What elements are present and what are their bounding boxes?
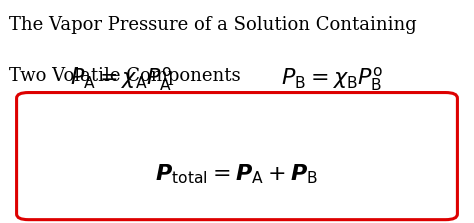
- Text: $P_{\mathrm{A}} = \chi_{\mathrm{A}} P^{\mathrm{o}}_{\mathrm{A}}$: $P_{\mathrm{A}} = \chi_{\mathrm{A}} P^{\…: [70, 65, 172, 93]
- Text: $P_{\mathrm{B}} = \chi_{\mathrm{B}} P^{\mathrm{o}}_{\mathrm{B}}$: $P_{\mathrm{B}} = \chi_{\mathrm{B}} P^{\…: [281, 65, 383, 93]
- Text: Two Volatile Components: Two Volatile Components: [9, 67, 241, 85]
- FancyBboxPatch shape: [17, 93, 457, 220]
- Text: $\mathbfit{P}_{\mathrm{total}} = \mathbfit{P}_{\mathrm{A}} + \mathbfit{P}_{\math: $\mathbfit{P}_{\mathrm{total}} = \mathbf…: [155, 162, 319, 186]
- Text: The Vapor Pressure of a Solution Containing: The Vapor Pressure of a Solution Contain…: [9, 16, 417, 34]
